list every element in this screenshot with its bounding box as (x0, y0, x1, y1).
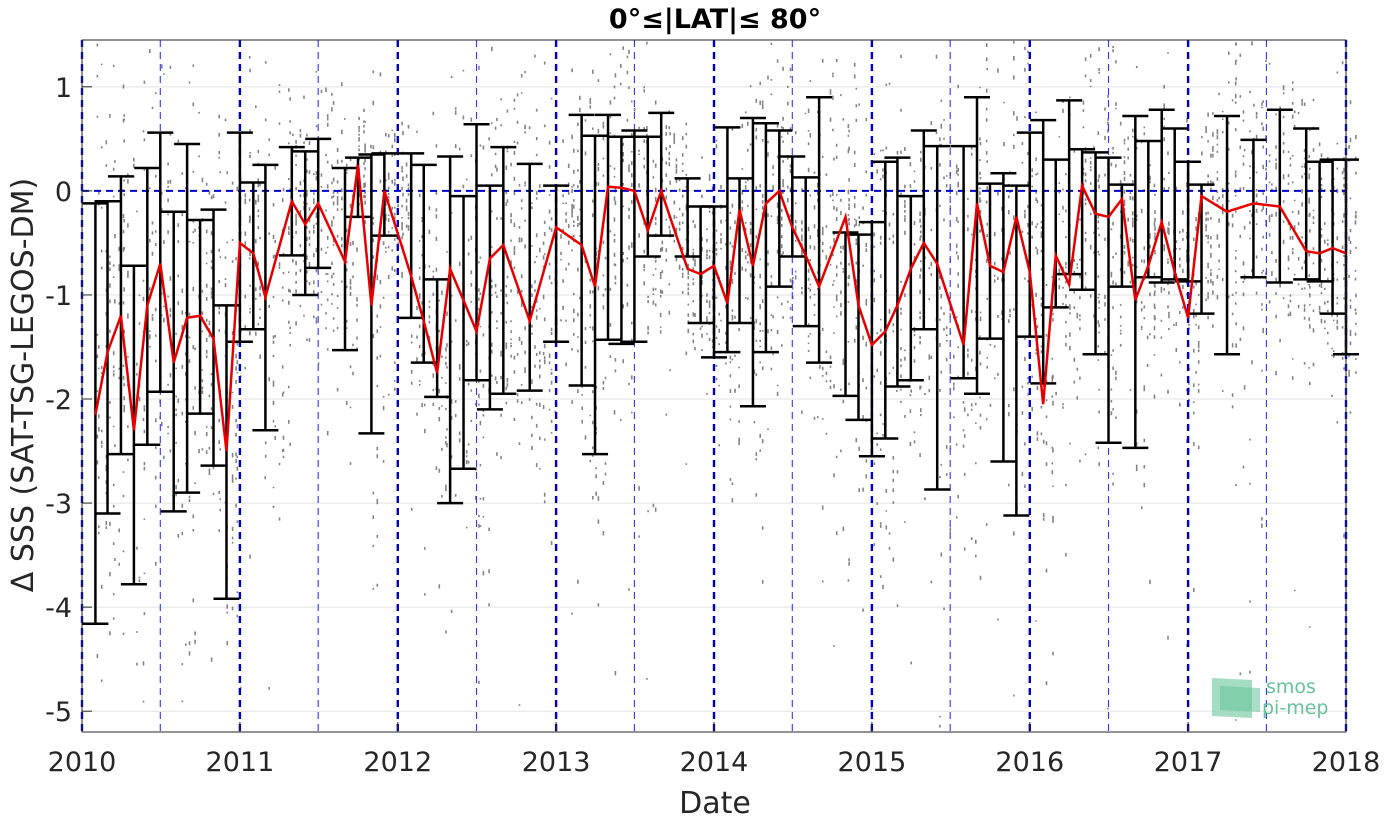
error-bar (924, 144, 951, 491)
error-bar (410, 163, 437, 364)
error-bar (608, 135, 635, 346)
x-tick-label: 2014 (680, 747, 749, 778)
smos-pi-mep-logo: smos pi-mep (1212, 676, 1328, 719)
error-bar (1122, 114, 1149, 450)
y-axis-label: Δ SSS (SAT-TSG-LEGOS-DM) (6, 178, 41, 592)
error-bar (1293, 127, 1320, 281)
error-bar (1135, 139, 1162, 279)
x-tick-label: 2017 (1154, 747, 1223, 778)
error-bar (897, 194, 924, 382)
error-bar (1042, 158, 1069, 309)
error-bar (463, 123, 490, 382)
y-tick-label: -2 (45, 385, 72, 416)
logo-text-pi-mep: pi-mep (1262, 697, 1328, 719)
error-bar (832, 231, 859, 398)
error-bar (226, 131, 253, 344)
y-tick-label: -3 (45, 489, 72, 520)
error-bar (1266, 108, 1293, 284)
x-tick-label: 2012 (363, 747, 432, 778)
error-bar (701, 205, 727, 359)
x-tick-label: 2018 (1312, 747, 1381, 778)
error-bar (1095, 156, 1122, 444)
period-lines (80, 40, 1348, 732)
error-bar (752, 121, 779, 354)
error-bar (450, 194, 477, 470)
error-bar (634, 135, 661, 258)
error-bar (1306, 160, 1333, 283)
error-bar (779, 155, 806, 258)
error-bar (726, 177, 753, 325)
error-bar (1056, 99, 1083, 276)
error-bar (1003, 184, 1030, 517)
error-bar (1016, 131, 1043, 338)
error-bar (1161, 127, 1188, 281)
y-tick-label: -5 (45, 697, 72, 728)
error-bar (398, 152, 425, 320)
x-tick-label: 2010 (48, 747, 117, 778)
error-bar (424, 278, 451, 399)
error-bar (910, 129, 937, 331)
scatter-points (96, 40, 1357, 728)
error-bar (674, 177, 701, 258)
error-bar (1069, 148, 1096, 291)
y-axis: 1 0 -1 -2 -3 -4 -5 (45, 73, 92, 728)
y-tick-label: 0 (55, 177, 72, 208)
logo-text-smos: smos (1266, 676, 1316, 698)
error-bar (543, 184, 570, 344)
error-bar (872, 160, 899, 440)
error-bar (792, 176, 819, 328)
error-bar (1240, 138, 1267, 279)
chart-title: 0°≤|LAT|≤ 80° (609, 4, 821, 35)
error-bar (1082, 151, 1109, 356)
error-bar (568, 113, 595, 387)
error-bar (582, 134, 609, 456)
error-bar (1148, 108, 1175, 284)
error-bar (806, 95, 833, 364)
y-tick-label: 1 (55, 73, 72, 104)
error-bar (476, 184, 503, 411)
error-bars (82, 95, 1359, 626)
error-bar (107, 175, 134, 456)
error-bar (213, 304, 240, 601)
error-bar (990, 171, 1017, 463)
x-tick-label: 2016 (995, 747, 1064, 778)
error-bar (621, 129, 648, 344)
error-bar (766, 129, 793, 288)
error-bar (516, 162, 543, 392)
x-tick-label: 2013 (522, 747, 591, 778)
error-bar (1214, 114, 1241, 356)
error-bar (437, 155, 464, 505)
x-tick-label: 2011 (206, 747, 275, 778)
error-bar (1030, 118, 1057, 385)
error-bar (490, 145, 517, 396)
y-tick-label: -4 (45, 593, 72, 624)
error-bar (714, 126, 741, 354)
error-bar (845, 233, 872, 422)
error-bar (595, 113, 622, 341)
x-axis-label: Date (679, 786, 751, 818)
error-bar (648, 111, 675, 237)
error-bar (1319, 158, 1346, 315)
error-bar (964, 95, 991, 396)
error-bar (147, 131, 174, 393)
x-axis: 2010 2011 2012 2013 2014 2015 2016 2017 2018 (48, 722, 1381, 778)
error-bar (858, 220, 885, 458)
mean-line (94, 164, 1347, 452)
x-tick-label: 2015 (838, 747, 907, 778)
scatter-cloud (96, 40, 1357, 728)
error-bar (884, 156, 911, 388)
error-bar (1175, 160, 1202, 283)
logo-wave-icon-back (1220, 686, 1260, 712)
y-tick-label: -1 (45, 281, 72, 312)
